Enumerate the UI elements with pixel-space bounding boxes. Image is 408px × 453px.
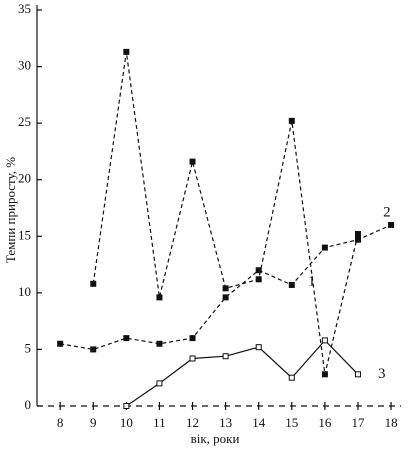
point bbox=[189, 355, 196, 362]
x-tick-label: 12 bbox=[186, 415, 199, 430]
point bbox=[288, 117, 295, 124]
point bbox=[123, 335, 130, 342]
point bbox=[90, 346, 97, 353]
series-label: 2 bbox=[383, 204, 391, 220]
point bbox=[255, 344, 262, 351]
x-tick-label: 13 bbox=[219, 415, 232, 430]
point bbox=[354, 231, 361, 238]
point bbox=[156, 340, 163, 347]
series-label: 3 bbox=[378, 366, 386, 382]
y-tick-label: 35 bbox=[18, 1, 31, 16]
y-tick-label: 30 bbox=[18, 58, 31, 73]
series-label: 1 bbox=[308, 273, 316, 289]
point bbox=[156, 380, 163, 387]
point bbox=[354, 236, 361, 243]
point bbox=[321, 244, 328, 251]
point bbox=[222, 294, 229, 301]
series-line bbox=[92, 51, 359, 375]
x-tick-label: 11 bbox=[153, 415, 166, 430]
point bbox=[222, 285, 229, 292]
point bbox=[189, 335, 196, 342]
point bbox=[123, 403, 130, 409]
y-tick-label: 5 bbox=[25, 340, 32, 355]
y-tick-label: 25 bbox=[18, 114, 31, 129]
point bbox=[255, 267, 262, 274]
x-tick-label: 9 bbox=[90, 415, 97, 430]
x-tick-label: 8 bbox=[57, 415, 64, 430]
point bbox=[222, 353, 229, 360]
y-tick-label: 15 bbox=[18, 227, 31, 242]
point bbox=[288, 281, 295, 288]
series-line bbox=[126, 339, 359, 407]
y-tick-label: 10 bbox=[18, 284, 31, 299]
point bbox=[57, 340, 64, 347]
point bbox=[123, 48, 130, 55]
y-axis-label: Темпи приросту, % bbox=[3, 157, 18, 263]
point bbox=[288, 374, 295, 381]
point bbox=[189, 158, 196, 165]
point bbox=[321, 337, 328, 344]
x-axis-label: вік, роки bbox=[191, 431, 240, 446]
y-tick-label: 0 bbox=[25, 397, 32, 412]
point bbox=[321, 371, 328, 378]
point bbox=[90, 280, 97, 287]
point bbox=[255, 276, 262, 283]
x-tick-label: 16 bbox=[318, 415, 332, 430]
x-tick-label: 14 bbox=[252, 415, 266, 430]
x-tick-label: 17 bbox=[351, 415, 365, 430]
point bbox=[354, 371, 361, 378]
point bbox=[388, 221, 395, 228]
x-tick-label: 18 bbox=[385, 415, 398, 430]
y-tick-label: 20 bbox=[18, 171, 31, 186]
x-tick-label: 10 bbox=[120, 415, 133, 430]
point bbox=[156, 294, 163, 301]
series-line bbox=[60, 224, 392, 351]
x-tick-label: 15 bbox=[285, 415, 298, 430]
